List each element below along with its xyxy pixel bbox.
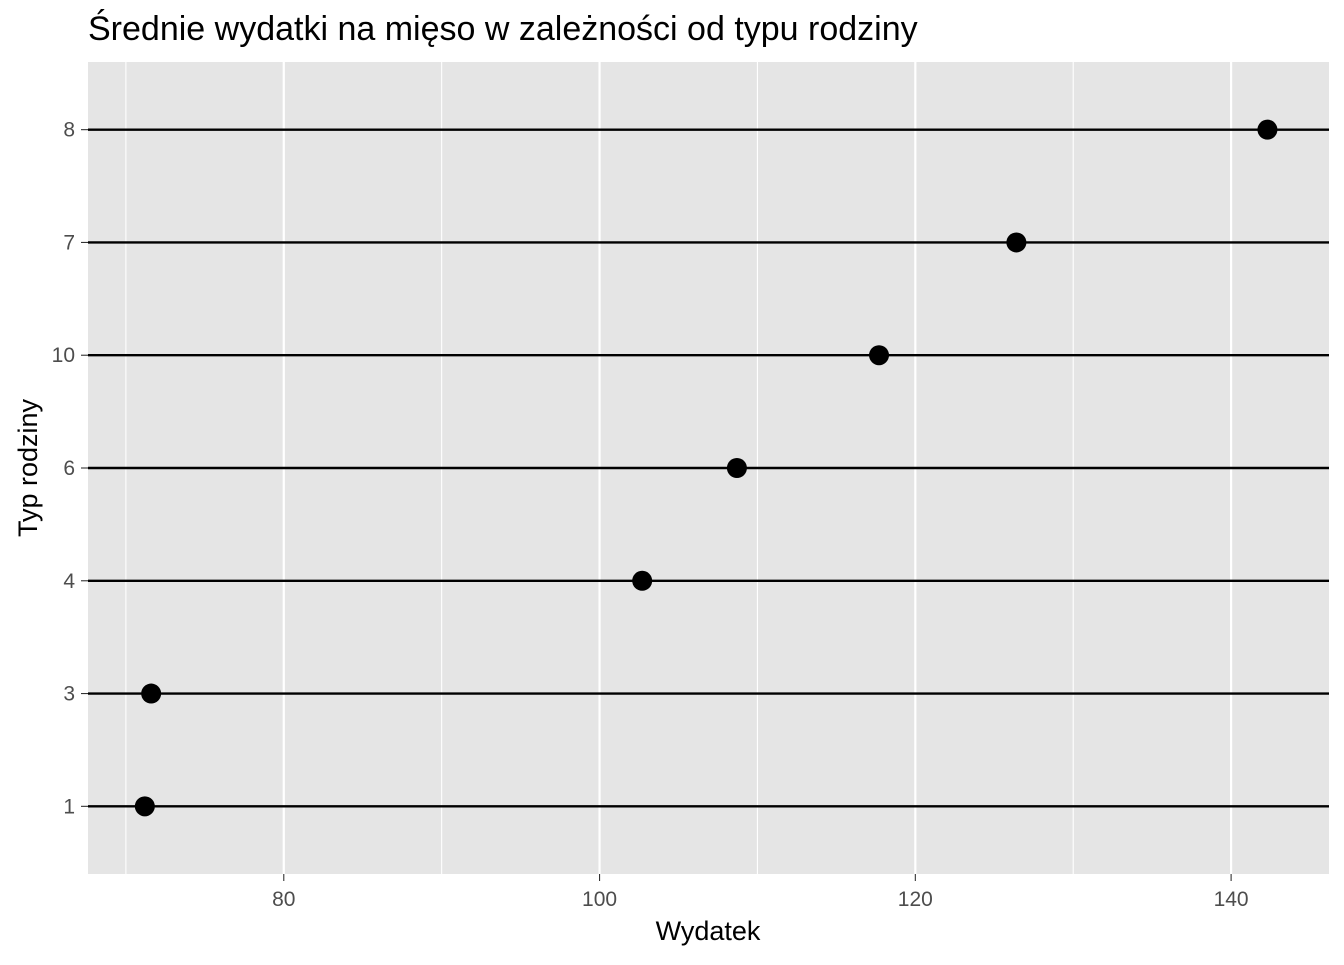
x-tick-label-2: 120 xyxy=(898,888,933,911)
chart-title: Średnie wydatki na mięso w zależności od… xyxy=(88,9,918,48)
data-point-6 xyxy=(726,458,747,478)
data-point-4 xyxy=(632,570,653,591)
y-axis-title: Typ rodziny xyxy=(13,398,43,537)
x-tick-label-1: 100 xyxy=(582,888,617,911)
data-points xyxy=(134,119,1278,817)
y-tick-label-3: 3 xyxy=(63,683,75,706)
x-axis-ticks: 80 100 120 140 xyxy=(272,874,1249,911)
data-point-7 xyxy=(1006,232,1027,253)
y-tick-label-10: 10 xyxy=(52,344,75,367)
y-tick-label-4: 4 xyxy=(63,570,75,593)
category-lines xyxy=(88,128,1329,808)
x-tick-label-0: 80 xyxy=(272,888,295,911)
y-tick-label-6: 6 xyxy=(63,457,75,480)
data-point-8 xyxy=(1257,119,1278,140)
y-tick-label-8: 8 xyxy=(63,119,75,142)
data-point-10 xyxy=(869,345,890,366)
data-point-1 xyxy=(134,796,155,817)
y-tick-label-7: 7 xyxy=(63,231,75,254)
y-axis-ticks: 1 3 4 6 10 7 8 xyxy=(52,119,88,818)
data-point-3 xyxy=(141,683,162,704)
x-axis-title: Wydatek xyxy=(656,916,761,946)
y-tick-label-1: 1 xyxy=(63,795,75,818)
x-tick-label-3: 140 xyxy=(1214,888,1249,911)
